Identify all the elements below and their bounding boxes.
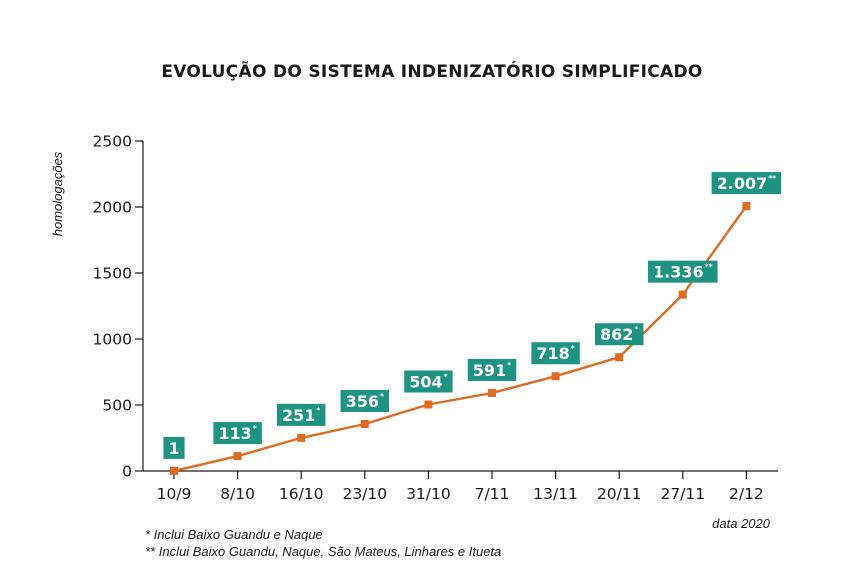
data-label-box (213, 422, 262, 445)
data-point (488, 388, 496, 397)
series-line-group (173, 205, 748, 473)
chart-title: EVOLUÇÃO DO SISTEMA INDENIZATÓRIO SIMPLI… (161, 62, 703, 82)
data-label: 718 * (531, 342, 580, 365)
data-label-box (163, 436, 185, 459)
data-point (742, 202, 751, 211)
y-tick-label: 2500 (93, 133, 132, 151)
data-label: 2.007 ** (711, 172, 782, 195)
data-label: 1 (163, 436, 185, 459)
data-label-value: 862 (600, 325, 633, 344)
x-tick-label: 7/11 (475, 485, 510, 503)
data-label-value: 356 (346, 392, 379, 411)
data-label-value: 504 (409, 372, 442, 391)
data-point (551, 372, 560, 381)
y-axis-ticks: 0 500 1000 1500 2000 2500 (93, 133, 143, 481)
footnotes: * Inclui Baixo Guandu e Naque ** Inclui … (145, 526, 501, 560)
data-label-box (648, 260, 718, 283)
data-label-note: * (507, 361, 511, 370)
y-tick-label: 1000 (93, 331, 132, 349)
data-label-box (276, 403, 326, 426)
data-label-box (467, 358, 517, 381)
data-label-note: * (380, 392, 384, 401)
y-axis-label: homologações (50, 151, 65, 236)
y-tick-label: 2000 (93, 199, 132, 217)
data-label: 1.336 ** (648, 260, 718, 283)
data-label-value: 1.336 (653, 263, 704, 282)
x-tick-label: 8/10 (220, 485, 255, 503)
x-tick-label: 13/11 (533, 485, 578, 503)
data-point (297, 433, 306, 442)
series-line (173, 205, 748, 473)
data-point (424, 400, 433, 409)
data-point (678, 290, 687, 299)
data-label-value: 113 (218, 424, 251, 443)
x-tick-label: 27/11 (660, 485, 705, 503)
data-label-note: * (253, 424, 257, 433)
data-label: 251 * (276, 403, 326, 426)
data-label: 591 * (467, 358, 517, 381)
data-label-note: ** (705, 263, 713, 272)
y-tick-label: 500 (102, 397, 132, 415)
data-label-note: * (634, 325, 638, 334)
x-tick-label: 16/10 (279, 485, 324, 503)
data-label-box (711, 172, 782, 195)
x-axis-label: data 2020 (712, 516, 771, 531)
x-tick-label: 23/10 (342, 485, 387, 503)
x-tick-label: 2/12 (729, 485, 764, 503)
data-label-box (340, 390, 390, 413)
data-label-value: 2.007 (717, 174, 768, 193)
data-point (233, 452, 242, 461)
x-tick-label: 20/11 (597, 485, 642, 503)
data-label-note: * (316, 406, 320, 415)
x-tick-label: 10/9 (157, 485, 192, 503)
data-point (615, 353, 624, 362)
data-label-box (531, 342, 580, 365)
data-label-value: 591 (473, 361, 506, 380)
data-label: 504 * (404, 370, 453, 393)
data-label-value: 718 (536, 344, 569, 363)
data-label-value: 251 (282, 406, 315, 425)
data-point (360, 420, 369, 429)
data-label-note: * (571, 344, 575, 353)
footnote-double-star: ** Inclui Baixo Guandu, Naque, São Mateu… (145, 544, 502, 559)
x-tick-label: 31/10 (406, 485, 451, 503)
data-label: 113 * (213, 422, 262, 445)
y-tick-label: 0 (122, 463, 132, 481)
x-axis-ticks: 10/9 8/10 16/10 23/10 31/10 7/11 13/11 20/11 27/… (157, 471, 764, 503)
data-label-note: ** (768, 174, 776, 183)
footnote-single-star: * Inclui Baixo Guandu e Naque (145, 527, 323, 542)
y-tick-label: 1500 (93, 265, 132, 283)
data-label-box (594, 323, 644, 346)
data-point (170, 466, 178, 475)
data-label-value: 1 (168, 439, 179, 458)
series-markers (170, 202, 751, 475)
axes (142, 141, 778, 472)
data-label-box (404, 370, 453, 393)
data-label-note: * (444, 372, 448, 381)
data-label: 862 * (594, 323, 644, 346)
data-label: 356 * (340, 390, 390, 413)
